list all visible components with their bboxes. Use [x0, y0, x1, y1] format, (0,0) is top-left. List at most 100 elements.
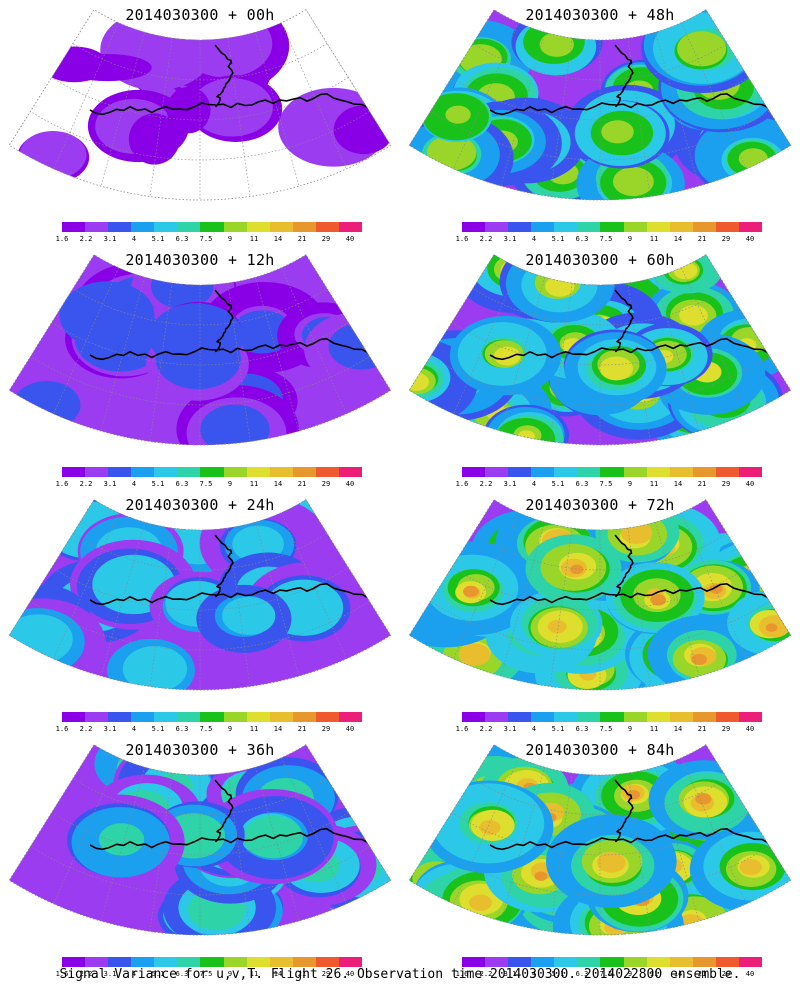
- colorbar-tick-label: 40: [345, 480, 355, 488]
- graticule-parallel: [30, 601, 370, 651]
- panel-title: 2014030300 + 12h: [125, 251, 275, 269]
- graticule-meridian: [654, 277, 700, 432]
- colorbar-tick-label: 3.1: [503, 725, 517, 733]
- colorbar: [462, 467, 763, 477]
- colorbar-tick-label: 3.1: [103, 725, 117, 733]
- colorbar-swatch: [269, 467, 293, 477]
- graticule-meridian: [100, 522, 146, 677]
- colorbar: [462, 957, 763, 967]
- map-boundary: [8, 499, 392, 691]
- colorbar-swatch: [462, 467, 486, 477]
- variance-map: [8, 9, 392, 201]
- variance-contour: [570, 564, 584, 575]
- colorbar: [62, 957, 363, 967]
- graticule-meridian: [9, 254, 95, 391]
- colorbar-swatch: [531, 222, 555, 232]
- colorbar-swatch: [108, 712, 132, 722]
- colorbar-tick-label: 1.6: [455, 235, 469, 243]
- colorbar-tick-label: 40: [745, 480, 755, 488]
- colorbar-tick-label: 21: [297, 725, 307, 733]
- colorbar-tick-label: 2.2: [479, 725, 493, 733]
- colorbar-tick-label: 2.2: [79, 970, 93, 978]
- colorbar-labels: 1.6 2.2 3.1 4 5.1 6.3 7.5 9 11 14 21 29 40: [52, 970, 372, 980]
- graticule-meridian: [500, 32, 546, 187]
- colorbar-swatch: [269, 957, 293, 967]
- graticule-parallel: [430, 111, 770, 161]
- coastline: [614, 44, 634, 108]
- colorbar-tick-label: 5.1: [151, 970, 165, 978]
- coastline: [489, 827, 770, 851]
- variance-map: [8, 254, 392, 446]
- graticule-parallel: [30, 356, 370, 406]
- graticule-meridian: [9, 9, 95, 146]
- colorbar-tick-label: 11: [249, 970, 259, 978]
- variance-contour: [599, 356, 633, 381]
- variance-contour: [469, 894, 492, 911]
- colorbar-tick-label: 40: [345, 725, 355, 733]
- colorbar-labels: 1.6 2.2 3.1 4 5.1 6.3 7.5 9 11 14 21 29 40: [452, 970, 772, 980]
- colorbar-swatch: [646, 222, 670, 232]
- colorbar-swatch: [715, 222, 739, 232]
- colorbar-tick-label: 14: [273, 235, 283, 243]
- colorbar-tick-label: 11: [249, 480, 259, 488]
- variance-contour: [677, 31, 727, 67]
- colorbar-tick-label: 21: [297, 480, 307, 488]
- graticule-meridian: [549, 528, 573, 687]
- colorbar-swatch: [623, 222, 647, 232]
- colorbar-labels: 1.6 2.2 3.1 4 5.1 6.3 7.5 9 11 14 21 29 40: [52, 725, 372, 735]
- colorbar-swatch: [554, 222, 578, 232]
- graticule-meridian: [254, 32, 300, 187]
- panel-title: 2014030300 + 36h: [125, 741, 275, 759]
- colorbar-swatch: [577, 712, 601, 722]
- panel-title: 2014030300 + 00h: [125, 6, 275, 24]
- map-boundary: [408, 499, 792, 691]
- variance-contour: [122, 646, 188, 690]
- colorbar-swatch: [485, 467, 509, 477]
- colorbar-swatch: [338, 467, 363, 477]
- forecast-map-panel: 2014030300 + 12h 1.6 2.2 3.1 4 5.1 6.3 7.5 9 11 14…: [0, 245, 400, 488]
- variance-contour: [650, 594, 667, 606]
- colorbar-swatch: [485, 222, 509, 232]
- coastline: [614, 779, 634, 843]
- colorbar-swatch: [62, 712, 86, 722]
- colorbar-swatch: [108, 222, 132, 232]
- colorbar-swatch: [200, 467, 224, 477]
- colorbar-tick-label: 14: [673, 970, 683, 978]
- variance-contour: [479, 819, 501, 835]
- panel-title: 2014030300 + 60h: [525, 251, 675, 269]
- graticule-meridian: [627, 283, 651, 442]
- colorbar-tick-label: 7.5: [599, 480, 613, 488]
- colorbar-swatch: [531, 712, 555, 722]
- variance-contour: [19, 130, 87, 179]
- colorbar-tick-label: 11: [249, 235, 259, 243]
- colorbar-tick-label: 29: [321, 235, 331, 243]
- colorbar-tick-label: 14: [673, 235, 683, 243]
- graticule-meridian: [681, 757, 747, 904]
- colorbar-swatch: [269, 712, 293, 722]
- graticule-parallel: [430, 846, 770, 896]
- graticule-parallel: [451, 812, 749, 856]
- colorbar-swatch: [531, 467, 555, 477]
- colorbar-swatch: [223, 712, 247, 722]
- graticule-meridian: [227, 528, 251, 687]
- map-boundary: [8, 744, 392, 936]
- colorbar-tick-label: 29: [321, 970, 331, 978]
- colorbar-swatch: [738, 957, 763, 967]
- variance-contour: [517, 430, 536, 443]
- variance-contour: [12, 381, 81, 430]
- colorbar-swatch: [85, 467, 109, 477]
- colorbar-tick-label: 6.3: [575, 725, 589, 733]
- colorbar-swatch: [200, 222, 224, 232]
- colorbar-swatch: [154, 712, 178, 722]
- variance-map: [408, 744, 792, 936]
- variance-contour: [243, 815, 304, 859]
- colorbar-swatch: [738, 467, 763, 477]
- colorbar-swatch: [508, 957, 532, 967]
- graticule-meridian: [549, 283, 573, 442]
- map-boundary: [8, 254, 392, 446]
- variance-contour: [534, 871, 548, 881]
- colorbar-swatch: [292, 712, 316, 722]
- colorbar-tick-label: 21: [697, 970, 707, 978]
- colorbar-tick-label: 5.1: [551, 970, 565, 978]
- colorbar-labels: 1.6 2.2 3.1 4 5.1 6.3 7.5 9 11 14 21 29 40: [52, 480, 372, 490]
